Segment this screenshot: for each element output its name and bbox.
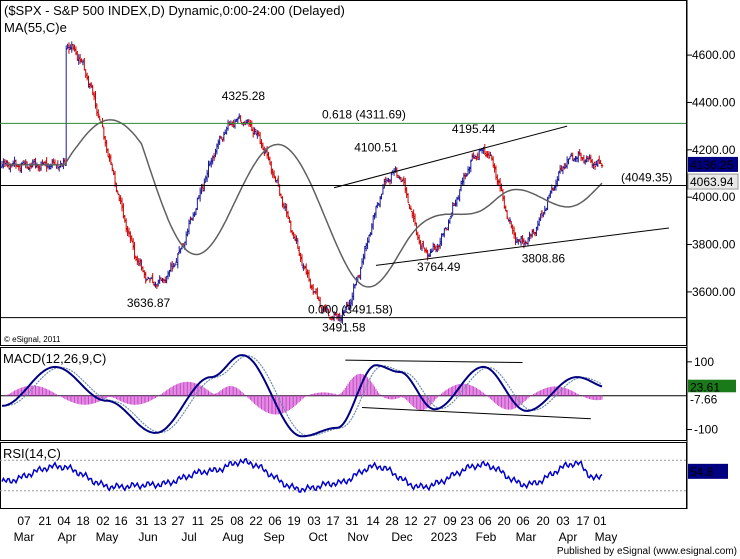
price-tick-label: 4600.00 [692,48,736,62]
last-price-tag [688,156,738,172]
macd-signal-line [2,355,603,437]
x-day-label: 03 [307,514,321,528]
x-day-label: 03 [556,514,570,528]
price-tick-label: 3800.00 [692,238,736,252]
x-day-label: 28 [385,514,399,528]
macd-trendline [361,407,591,420]
x-day-label: 06 [516,514,530,528]
rsi-line [1,457,603,493]
x-day-label: 13 [153,514,167,528]
x-day-label: 21 [38,514,52,528]
rsi-label: RSI(14,C) [3,446,61,461]
price-annotation: 3808.86 [522,251,566,265]
macd-tick-label: -100 [694,423,718,437]
x-month-label: Mar [14,530,35,544]
macd-trendline [345,359,523,364]
rsi-value: 54.8 [690,465,714,479]
support-level-label: (4049.35) [621,170,672,184]
copyright-note: © eSignal, 2011 [4,335,61,344]
panel-frames [0,0,688,510]
x-day-label: 12 [404,514,418,528]
x-day-label: 17 [326,514,340,528]
x-day-label: 20 [497,514,511,528]
x-day-label: 09 [443,514,457,528]
price-tick-label: 4200.00 [692,143,736,157]
price-annotation: 3636.87 [127,296,171,310]
macd-line [2,354,603,438]
price-annotation: 3491.58 [322,321,366,335]
x-axis: 07 21 04 18 02 16 31 13 27 11 25 08 22 06 19 03 17 31 14 28… [0,509,740,559]
x-month-label: Feb [476,530,497,544]
macd-panel: 100 -100 23.61-7.66 [0,354,736,438]
x-month-label: Sep [263,530,285,544]
x-month-label: Dec [391,530,412,544]
x-month-label: Apr [559,530,578,544]
x-month-label: Apr [58,530,77,544]
fib-level-label: 0.618 (4311.69) [322,107,406,121]
x-day-label: 17 [576,514,590,528]
level-price-tag [687,173,739,190]
x-month-label: Jul [181,530,196,544]
x-month-label: 2023 [431,530,458,544]
price-trendline [375,227,670,266]
signal-value: -7.66 [690,392,718,406]
macd-label: MACD(12,26,9,C) [3,351,106,366]
x-month-label: May [595,530,618,544]
x-month-label: Jun [138,530,157,544]
price-trendline [333,125,568,189]
price-bars [0,41,604,324]
moving-average-line [5,119,603,288]
x-day-label: 16 [114,514,128,528]
x-month-label: Mar [516,530,537,544]
price-annotation: 3764.49 [417,260,461,274]
x-day-label: 01 [593,514,607,528]
price-annotation: 4195.44 [452,122,496,136]
x-day-label: 23 [460,514,474,528]
zero-level-label: 0.000 (3491.58) [308,303,393,317]
macd-value: 23.61 [690,381,720,395]
price-annotation: 4100.51 [354,140,398,154]
signal-value-tag [688,392,736,406]
x-day-label: 08 [230,514,244,528]
rsi-panel: 54.8 [0,457,728,493]
x-day-label: 11 [192,514,205,528]
macd-value-tag [688,379,736,395]
x-day-label: 07 [17,514,31,528]
ma-label: MA(55,C)e [4,20,67,35]
x-month-label: Oct [309,530,328,544]
x-day-label: 22 [249,514,263,528]
macd-tick-label: 100 [694,355,714,369]
price-annotation: 4325.28 [222,89,266,103]
price-tick-label: 3600.00 [692,285,736,299]
price-panel: 3600.00 3800.00 4000.00 4200.00 4400.00 4600.… [0,41,739,335]
x-day-label: 19 [287,514,301,528]
x-day-label: 20 [536,514,550,528]
price-tick-label: 4400.00 [692,95,736,109]
level-price-value: 4063.94 [690,175,734,189]
x-day-label: 31 [345,514,359,528]
x-day-label: 31 [135,514,149,528]
x-month-label: May [96,530,119,544]
x-month-label: Nov [347,530,368,544]
x-day-label: 18 [76,514,90,528]
x-day-label: 25 [210,514,224,528]
rsi-value-tag [688,463,728,479]
chart-title: ($SPX - S&P 500 INDEX,D) Dynamic,0:00-24… [4,3,345,18]
footer-credit: Published by eSignal (www.esignal.com) [557,546,737,557]
x-day-label: 02 [96,514,110,528]
x-day-label: 06 [478,514,492,528]
price-tick-label: 4000.00 [692,190,736,204]
x-day-label: 06 [268,514,282,528]
x-day-label: 27 [171,514,185,528]
x-day-label: 27 [423,514,437,528]
x-day-label: 14 [366,514,380,528]
last-price-value: 4136.25 [690,158,734,172]
x-day-label: 04 [57,514,71,528]
x-axis-background [0,509,740,559]
x-month-label: Aug [222,530,243,544]
